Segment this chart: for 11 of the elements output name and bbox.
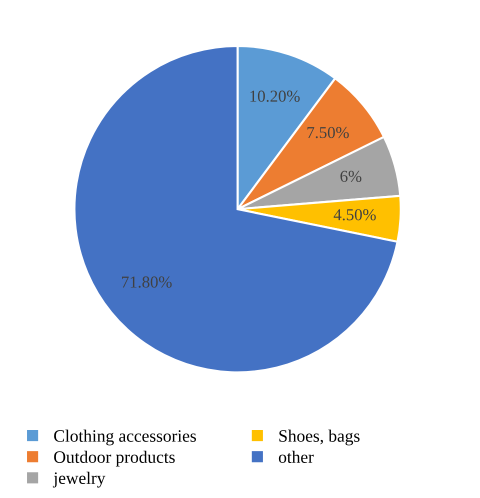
legend-label: other [278, 450, 314, 463]
legend-label: jewelry [52, 472, 106, 488]
pie-slice [73, 44, 399, 374]
data-label: 71.80% [122, 276, 172, 288]
legend-label: Outdoor products [54, 450, 175, 466]
data-label: 7.50% [307, 126, 349, 138]
data-label: 10.20% [250, 90, 300, 102]
data-label: 6% [340, 170, 362, 182]
legend-label: Shoes, bags [279, 430, 360, 446]
data-label: 4.50% [334, 209, 376, 220]
legend-label: Clothing accessories [54, 430, 196, 446]
